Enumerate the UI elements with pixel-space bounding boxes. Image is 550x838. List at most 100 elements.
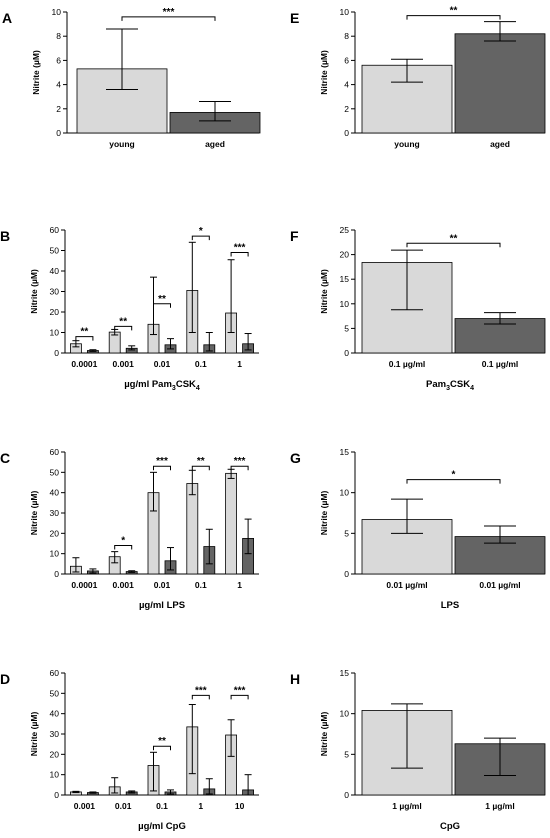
significance-stars: ***: [195, 685, 207, 696]
y-tick-label: 10: [340, 299, 350, 309]
x-tick-label: young: [109, 139, 135, 149]
x-axis-label-part: Pam: [426, 379, 446, 390]
x-tick-label: 0.01 µg/ml: [386, 580, 427, 590]
x-axis-label-part: 3: [172, 385, 176, 392]
y-tick-label: 15: [340, 274, 350, 284]
x-tick-label: 10: [235, 801, 245, 811]
y-tick-label: 50: [50, 688, 60, 698]
panel-letter: E: [290, 10, 299, 26]
y-tick-label: 10: [52, 7, 62, 17]
x-tick-label: 0.0001: [71, 580, 97, 590]
y-tick-label: 15: [340, 447, 350, 457]
significance-bracket: [153, 745, 171, 751]
y-axis-label: Nitrite (µM): [319, 491, 329, 536]
significance-stars: ***: [156, 456, 168, 467]
x-tick-label: 1: [237, 359, 242, 369]
y-tick-label: 5: [344, 323, 349, 333]
significance-bracket: [114, 325, 133, 331]
y-axis-label: Nitrite (µM): [319, 712, 329, 757]
significance-bracket: [153, 465, 171, 471]
y-tick-label: 40: [50, 709, 60, 719]
y-tick-label: 10: [340, 709, 350, 719]
significance-stars: **: [158, 736, 166, 747]
significance-stars: **: [197, 456, 205, 467]
panel-letter: A: [2, 10, 12, 26]
y-tick-label: 60: [50, 447, 60, 457]
significance-stars: ***: [234, 243, 246, 254]
y-tick-label: 50: [50, 467, 60, 477]
x-axis-label: Pam3CSK4: [426, 379, 474, 392]
x-axis-label: µg/ml CpG: [138, 821, 186, 832]
x-axis-label: µg/ml Pam3CSK4: [124, 379, 200, 392]
y-tick-label: 6: [56, 55, 61, 65]
significance-bracket: [153, 303, 171, 308]
y-tick-label: 20: [50, 749, 60, 759]
x-tick-label: 0.001: [74, 801, 96, 811]
x-tick-label: young: [394, 139, 420, 149]
x-tick-label: 0.1 µg/ml: [389, 359, 426, 369]
panel-h: H Nitrite (µM) 0 5 10 15 1 µg/ml 1 µg/ml CpG: [290, 668, 546, 832]
y-axis-label: Nitrite (µM): [29, 491, 39, 536]
y-tick-label: 40: [50, 488, 60, 498]
y-tick-label: 5: [344, 528, 349, 538]
y-tick-label: 0: [54, 348, 59, 358]
panel-letter: C: [0, 450, 10, 466]
x-tick-label: 0.01: [154, 580, 171, 590]
significance-bracket: [191, 465, 210, 471]
x-tick-label: 0.001: [113, 580, 135, 590]
x-axis-label-part: CSK: [450, 379, 470, 390]
significance-stars: *: [199, 226, 203, 237]
y-tick-label: 60: [50, 225, 60, 235]
y-axis-label: Nitrite (µM): [29, 712, 39, 757]
x-tick-label: 1: [237, 580, 242, 590]
y-tick-label: 50: [50, 246, 60, 256]
x-tick-label: aged: [205, 139, 225, 149]
y-tick-label: 10: [50, 770, 60, 780]
y-tick-label: 0: [56, 128, 61, 138]
panel-letter: D: [0, 671, 10, 687]
x-tick-label: 1 µg/ml: [392, 801, 421, 811]
x-tick-label: 0.1 µg/ml: [482, 359, 519, 369]
y-tick-label: 30: [50, 508, 60, 518]
x-tick-label: 0.1: [195, 359, 207, 369]
x-axis-label-part: µg/ml Pam: [124, 379, 172, 390]
panel-c: C Nitrite (µM) 0 10 20 30 40 50 60 0.0001 0.001 0.0…: [0, 447, 259, 611]
significance-stars: *: [452, 470, 456, 481]
y-tick-label: 0: [54, 569, 59, 579]
y-tick-label: 10: [340, 7, 350, 17]
x-tick-label: 0.001: [113, 359, 135, 369]
significance-bracket: [121, 16, 216, 21]
y-tick-label: 20: [340, 250, 350, 260]
y-tick-label: 6: [344, 55, 349, 65]
y-tick-label: 20: [50, 528, 60, 538]
panel-f: F Nitrite (µM) 0 5 10 15 20 25 0.1 µg/ml 0.1 µg/m…: [290, 225, 546, 392]
significance-bracket: [191, 235, 210, 241]
x-axis-label-part: 3: [446, 385, 450, 392]
significance-stars: **: [119, 316, 127, 327]
significance-bracket: [230, 465, 249, 471]
y-tick-label: 5: [344, 749, 349, 759]
significance-stars: ***: [234, 685, 246, 696]
significance-bracket: [230, 694, 249, 700]
significance-bracket: [406, 15, 501, 20]
y-tick-label: 10: [340, 488, 350, 498]
x-tick-label: 0.1: [156, 801, 168, 811]
panel-g: G Nitrite (µM) 0 5 10 15 0.01 µg/ml 0.01 µg/ml *…: [290, 447, 546, 611]
y-tick-label: 2: [56, 104, 61, 114]
y-tick-label: 20: [50, 307, 60, 317]
y-tick-label: 0: [54, 790, 59, 800]
bar-young: [186, 483, 199, 575]
y-tick-label: 0: [344, 790, 349, 800]
y-tick-label: 0: [344, 569, 349, 579]
significance-bracket: [191, 694, 210, 700]
significance-stars: **: [158, 294, 166, 305]
x-tick-label: 0.01 µg/ml: [479, 580, 520, 590]
significance-stars: ***: [163, 7, 175, 18]
panel-a: A Nitrite (µM) 0 2 4 6 8 10 young aged ***: [2, 7, 261, 149]
x-tick-label: 0.0001: [71, 359, 97, 369]
panel-letter: H: [290, 671, 300, 687]
y-tick-label: 10: [50, 328, 60, 338]
x-axis-label-part: CSK: [176, 379, 196, 390]
y-tick-label: 10: [50, 549, 60, 559]
y-tick-label: 8: [344, 31, 349, 41]
